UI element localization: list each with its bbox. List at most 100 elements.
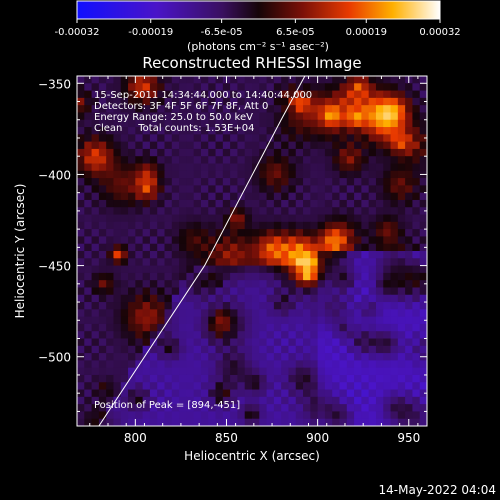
heatmap-cell [135, 374, 144, 383]
heatmap-cell [281, 163, 290, 172]
heatmap-cell [200, 345, 209, 354]
heatmap-cell [310, 105, 319, 114]
heatmap-cell [244, 134, 253, 143]
heatmap-cell [120, 302, 129, 310]
heatmap-cell [77, 396, 85, 405]
heatmap-cell [91, 404, 100, 413]
heatmap-cell [208, 302, 217, 310]
heatmap-cell [171, 360, 180, 369]
heatmap-cell [135, 302, 144, 310]
heatmap-cell [142, 396, 151, 405]
heatmap-cell [252, 83, 260, 92]
heatmap-cell [419, 192, 427, 201]
heatmap-cell [375, 83, 384, 92]
heatmap-cell [259, 374, 268, 383]
heatmap-cell [303, 83, 311, 92]
heatmap-cell [273, 389, 282, 398]
heatmap-cell [273, 382, 282, 391]
heatmap-cell [354, 207, 362, 216]
heatmap-cell [215, 83, 224, 92]
heatmap-cell [332, 134, 341, 143]
heatmap-cell [230, 127, 239, 135]
heatmap-cell [208, 119, 217, 128]
heatmap-cell [135, 418, 144, 426]
heatmap-cell [346, 185, 355, 194]
heatmap-cell [339, 280, 348, 289]
heatmap-cell [157, 411, 166, 420]
heatmap-cell [266, 112, 275, 121]
heatmap-cell [179, 258, 187, 267]
heatmap-cell [222, 199, 231, 208]
heatmap-cell [149, 141, 158, 150]
heatmap-cell [397, 207, 406, 216]
heatmap-cell [215, 236, 224, 245]
heatmap-cell [383, 105, 392, 114]
heatmap-cell [84, 396, 93, 405]
heatmap-cell [281, 287, 290, 296]
heatmap-cell [237, 214, 246, 223]
heatmap-cell [273, 294, 282, 303]
heatmap-cell [91, 178, 100, 186]
heatmap-cell [106, 214, 115, 223]
heatmap-cell [157, 105, 166, 114]
heatmap-cell [106, 119, 115, 128]
heatmap-cell [222, 338, 231, 347]
heatmap-cell [200, 287, 209, 296]
heatmap-cell [193, 90, 202, 99]
heatmap-cell [222, 229, 231, 238]
heatmap-cell [200, 90, 209, 99]
heatmap-cell [324, 345, 333, 354]
heatmap-cell [419, 90, 427, 99]
heatmap-cell [288, 404, 297, 413]
heatmap-cell [375, 418, 384, 426]
heatmap-cell [346, 353, 355, 361]
heatmap-cell [252, 302, 260, 310]
heatmap-cell [237, 221, 246, 230]
heatmap-cell [259, 236, 268, 245]
heatmap-cell [84, 83, 93, 92]
heatmap-cell [266, 127, 275, 135]
heatmap-cell [230, 199, 239, 208]
heatmap-cell [266, 199, 275, 208]
heatmap-cell [222, 323, 231, 332]
heatmap-cell [237, 170, 246, 179]
heatmap-cell [339, 382, 348, 391]
heatmap-cell [91, 243, 100, 252]
heatmap-cell [405, 287, 414, 296]
heatmap-cell [346, 418, 355, 426]
heatmap-cell [230, 309, 239, 318]
heatmap-cell [120, 97, 129, 106]
heatmap-cell [244, 141, 253, 150]
heatmap-cell [273, 367, 282, 376]
heatmap-cell [405, 367, 414, 376]
heatmap-cell [179, 389, 187, 398]
heatmap-cell [186, 221, 195, 230]
heatmap-cell [230, 97, 239, 106]
heatmap-cell [252, 294, 260, 303]
heatmap-cell [339, 323, 348, 332]
heatmap-cell [361, 90, 370, 99]
heatmap-cell [361, 374, 370, 383]
heatmap-cell [361, 76, 370, 84]
heatmap-cell [128, 345, 136, 354]
heatmap-cell [273, 214, 282, 223]
heatmap-cell [324, 258, 333, 267]
heatmap-cell [273, 323, 282, 332]
heatmap-cell [171, 374, 180, 383]
heatmap-cell [397, 374, 406, 383]
heatmap-cell [412, 199, 421, 208]
heatmap-cell [113, 185, 122, 194]
heatmap-cell [222, 345, 231, 354]
heatmap-cell [179, 148, 187, 157]
heatmap-cell [98, 214, 107, 223]
heatmap-cell [244, 199, 253, 208]
heatmap-cell [135, 404, 144, 413]
heatmap-cell [208, 251, 217, 259]
heatmap-cell [281, 309, 290, 318]
heatmap-cell [244, 127, 253, 135]
heatmap-cell [91, 367, 100, 376]
heatmap-cell [149, 134, 158, 143]
heatmap-cell [317, 345, 326, 354]
heatmap-cell [171, 258, 180, 267]
heatmap-cell [200, 280, 209, 289]
